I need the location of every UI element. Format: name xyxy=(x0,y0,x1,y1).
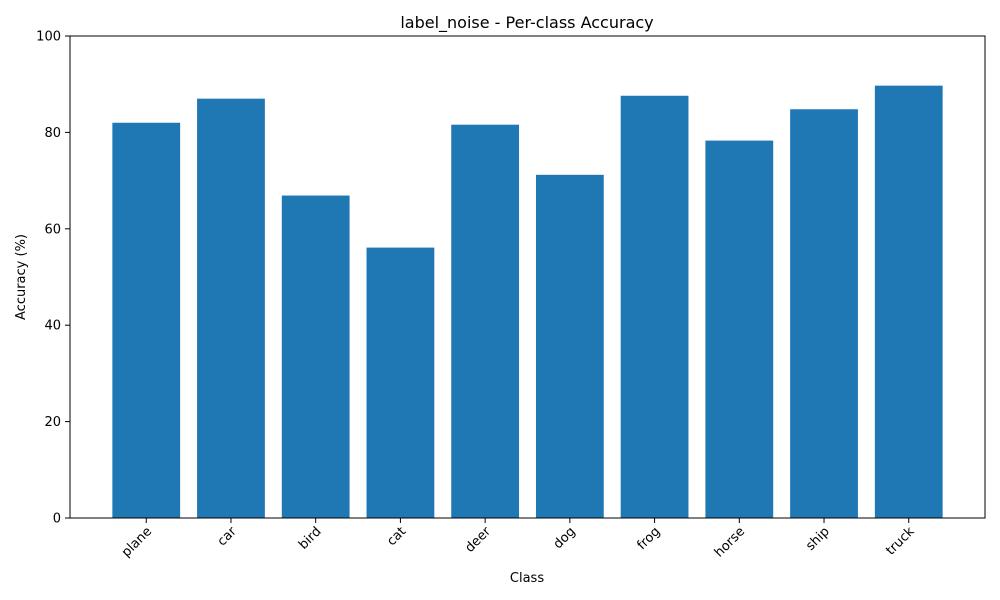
bar-ship xyxy=(790,109,858,518)
y-tick-label: 0 xyxy=(53,512,61,527)
bar-dog xyxy=(535,174,604,519)
x-tick-label: dog xyxy=(551,524,579,552)
y-tick-label: 100 xyxy=(36,30,61,45)
bar-cat xyxy=(366,247,435,518)
bars-group xyxy=(112,85,943,519)
x-tick-label: plane xyxy=(119,524,155,560)
x-tick-label: bird xyxy=(296,524,324,552)
x-tick-label: cat xyxy=(384,524,409,549)
y-tick-label: 20 xyxy=(44,415,61,430)
x-axis-ticks: plane car bird cat deer dog frog horse ship truck xyxy=(119,518,918,561)
y-axis-label: Accuracy (%) xyxy=(14,234,29,320)
plot-area-frame xyxy=(69,35,986,519)
x-tick-label: frog xyxy=(635,524,664,553)
chart-title: label_noise - Per-class Accuracy xyxy=(400,13,653,33)
x-tick-label: horse xyxy=(712,524,748,560)
x-tick-label: truck xyxy=(883,524,918,559)
y-tick-label: 60 xyxy=(44,222,61,237)
x-axis-label: Class xyxy=(510,571,544,586)
y-tick-label: 40 xyxy=(44,319,61,334)
bar-truck xyxy=(874,85,943,519)
bar-car xyxy=(197,98,265,518)
x-tick-label: car xyxy=(215,524,241,550)
x-tick-label: ship xyxy=(803,524,833,554)
bar-plane xyxy=(112,122,181,518)
y-tick-label: 80 xyxy=(44,126,61,141)
bar-frog xyxy=(620,95,689,518)
y-axis-ticks: 0 20 40 60 80 100 xyxy=(36,30,70,527)
x-tick-label: deer xyxy=(462,524,494,556)
bar-deer xyxy=(451,124,520,519)
bar-horse xyxy=(705,140,774,518)
bar-bird xyxy=(281,195,350,519)
